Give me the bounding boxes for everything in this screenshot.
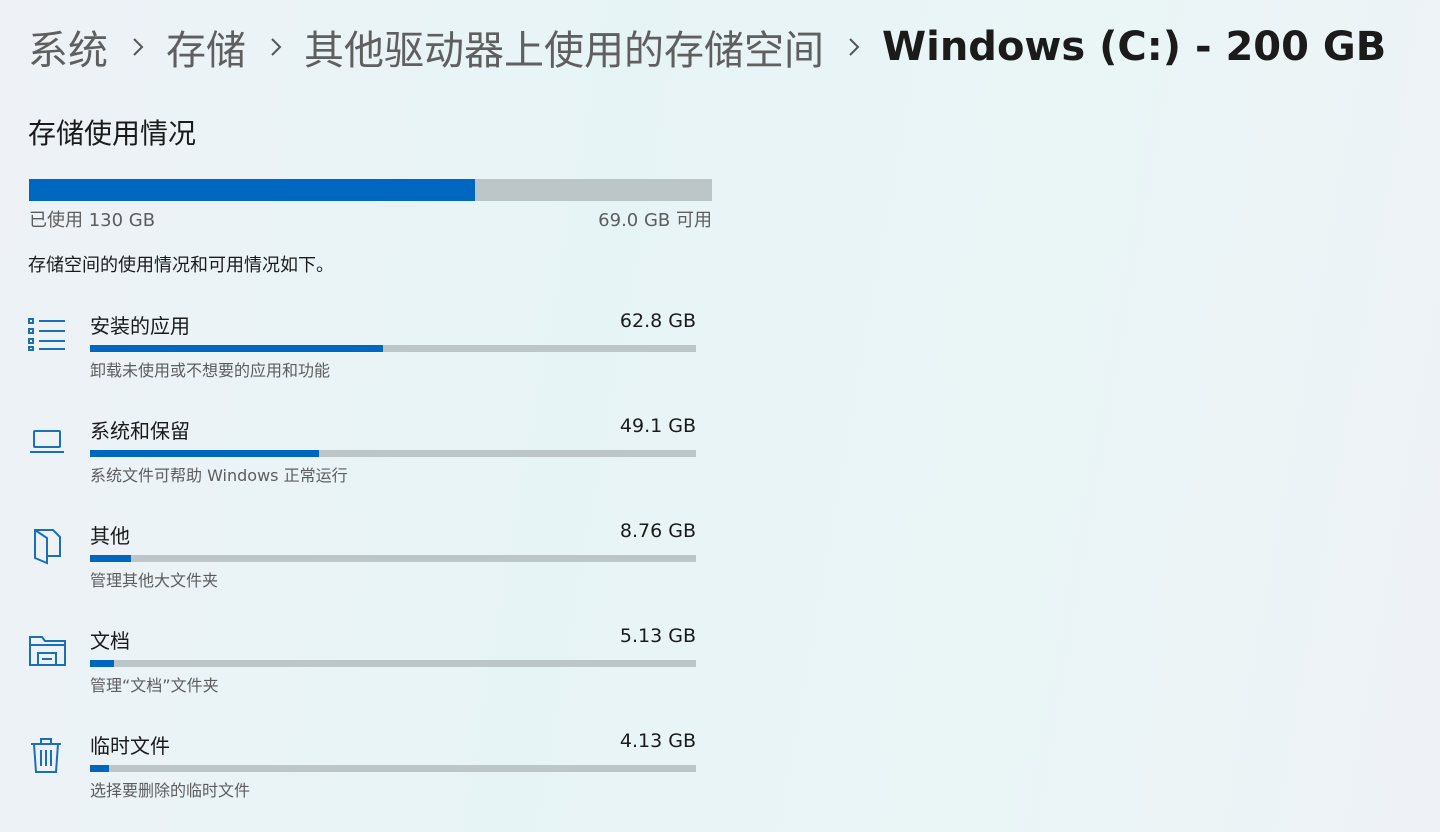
item-fill — [90, 660, 114, 667]
item-subtitle: 管理其他大文件夹 — [90, 571, 219, 590]
item-bar — [90, 660, 696, 667]
item-bar — [90, 345, 696, 352]
item-size: 49.1 GB — [619, 415, 696, 437]
item-size: 8.76 GB — [619, 520, 696, 542]
description: 存储空间的使用情况和可用情况如下。 — [28, 255, 334, 276]
crumb[interactable]: 其他驱动器上使用的存储空间 — [304, 28, 824, 74]
laptop-icon — [30, 430, 64, 453]
storage-item[interactable]: 安装的应用 62.8 GB 卸载未使用或不想要的应用和功能 — [0, 310, 720, 410]
used-label: 已使用 130 GB — [29, 210, 156, 231]
item-size: 4.13 GB — [619, 730, 696, 752]
chevron — [133, 38, 144, 56]
item-title: 临时文件 — [90, 734, 170, 758]
section-title: 存储使用情况 — [28, 117, 197, 150]
item-bar — [90, 765, 696, 772]
item-bar — [90, 555, 696, 562]
item-subtitle: 卸载未使用或不想要的应用和功能 — [90, 361, 331, 380]
item-fill — [90, 765, 110, 772]
item-size: 5.13 GB — [619, 625, 696, 647]
used-fill — [29, 179, 476, 201]
folder-icon — [34, 529, 61, 565]
storage-item[interactable]: 其他 8.76 GB 管理其他大文件夹 — [0, 520, 720, 620]
chevron — [271, 38, 282, 56]
trash-icon — [31, 738, 61, 773]
item-title: 系统和保留 — [90, 419, 190, 443]
item-title: 安装的应用 — [90, 314, 190, 338]
usage-bar — [29, 179, 712, 201]
item-fill — [90, 450, 319, 457]
item-subtitle: 管理“文档”文件夹 — [90, 676, 219, 695]
chevron — [849, 38, 860, 56]
storage-item[interactable]: 临时文件 4.13 GB 选择要删除的临时文件 — [0, 730, 720, 830]
documents-icon — [29, 636, 66, 666]
item-title: 文档 — [90, 629, 130, 653]
item-subtitle: 选择要删除的临时文件 — [90, 781, 251, 800]
free-label: 69.0 GB 可用 — [598, 210, 712, 231]
storage-item[interactable]: 系统和保留 49.1 GB 系统文件可帮助 Windows 正常运行 — [0, 415, 720, 515]
item-size: 62.8 GB — [619, 310, 696, 332]
apps-icon — [28, 318, 65, 351]
storage-item[interactable]: 文档 5.13 GB 管理“文档”文件夹 — [0, 625, 720, 725]
item-fill — [90, 345, 383, 352]
breadcrumb: 系统 存储 其他驱动器上使用的存储空间 Windows (C:) - 200 G… — [28, 18, 1386, 76]
item-subtitle: 系统文件可帮助 Windows 正常运行 — [90, 466, 348, 485]
crumb[interactable]: 存储 — [166, 28, 246, 74]
crumb[interactable]: 系统 — [28, 28, 108, 74]
item-fill — [90, 555, 131, 562]
crumb-current: Windows (C:) - 200 GB — [882, 24, 1387, 70]
item-bar — [90, 450, 696, 457]
item-title: 其他 — [90, 524, 130, 548]
